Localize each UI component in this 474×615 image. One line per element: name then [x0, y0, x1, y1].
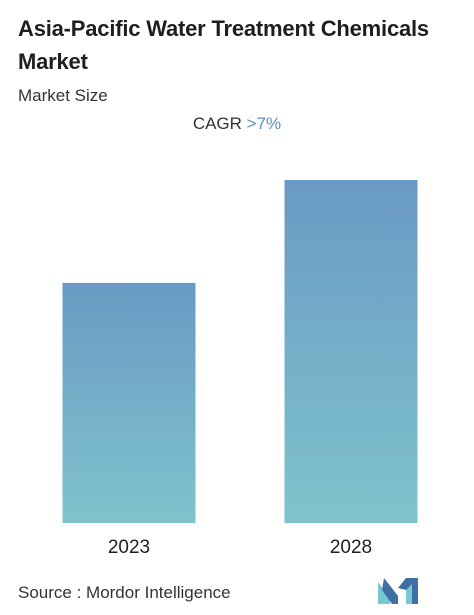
bar-2028	[284, 180, 418, 523]
mordor-intelligence-logo-icon	[378, 578, 418, 604]
page-title: Asia-Pacific Water Treatment Chemicals M…	[18, 16, 429, 74]
logo-right-accent	[406, 584, 412, 604]
bar-2023	[62, 282, 196, 523]
cagr-value: >7%	[246, 114, 282, 133]
x-tick-labels: 2023 2028	[108, 537, 372, 558]
x-tick-label-2028: 2028	[330, 537, 372, 558]
logo-left-shape	[378, 582, 390, 604]
page-subtitle: Market Size	[18, 86, 108, 105]
logo-middle-shape	[382, 578, 398, 604]
bar-group	[62, 180, 418, 523]
source-credit: Source : Mordor Intelligence	[18, 583, 231, 602]
cagr-label: CAGR	[192, 114, 242, 133]
x-tick-label-2023: 2023	[108, 537, 150, 558]
cagr-annotation: CAGR >7%	[0, 114, 474, 134]
